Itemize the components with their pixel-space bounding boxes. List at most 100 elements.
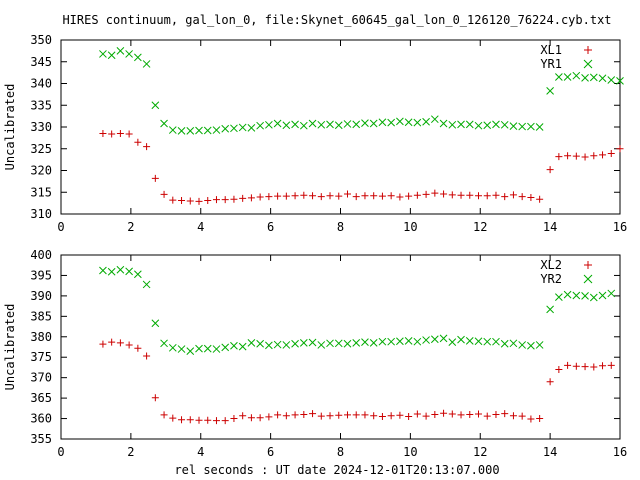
y-tick-label: 310 [30,207,52,221]
data-point [334,121,343,130]
data-point [581,292,589,300]
data-point [527,415,535,423]
data-point [474,337,483,346]
data-point [546,87,554,95]
data-point [475,192,483,200]
x-tick-label: 10 [403,220,417,234]
data-point [291,192,299,200]
data-point [116,265,125,274]
data-point [555,365,563,373]
data-point [186,127,195,135]
data-point [589,293,598,302]
data-point [326,120,334,129]
y-tick-label: 315 [30,185,52,199]
x-tick-label: 6 [267,220,274,234]
data-point [465,337,474,345]
data-point [143,352,151,360]
data-point [564,361,572,369]
data-point [387,192,395,200]
data-point [546,166,554,174]
data-point [536,415,544,423]
data-point [291,120,299,129]
data-point [247,124,256,132]
data-point [448,120,457,129]
x-tick-label: 14 [543,220,557,234]
data-point [335,192,343,200]
x-tick-label: 4 [197,220,204,234]
data-point [221,417,229,425]
data-point [439,334,448,343]
data-point [413,191,421,199]
data-point [212,345,221,353]
data-point [308,119,317,128]
data-point [598,291,607,300]
data-point [555,73,563,81]
data-point [546,378,554,386]
data-point [387,118,396,127]
data-point [160,339,168,348]
data-point [440,409,448,417]
data-point [186,416,194,424]
data-point [536,195,544,203]
data-point [590,152,598,160]
legend-label: XL1 [540,43,562,57]
data-point [555,293,563,301]
data-point [282,121,291,130]
data-point [369,339,378,347]
data-point [300,191,308,199]
data-point [256,339,264,348]
data-point [396,117,404,126]
data-point [535,123,544,131]
data-point [599,151,607,159]
data-point [616,145,624,153]
chart-title: HIRES continuum, gal_lon_0, file:Skynet_… [62,13,611,27]
data-point [448,191,456,199]
legend-marker [583,274,593,284]
data-point [474,121,483,130]
data-point [404,118,413,127]
data-point [134,270,142,279]
legend-label: YR1 [540,57,562,71]
data-point [572,291,581,300]
x-tick-label: 8 [337,445,344,459]
data-point [518,341,527,349]
data-point [352,411,360,419]
data-point [343,120,352,128]
data-point [247,339,256,347]
data-point [378,192,386,200]
data-point [555,153,563,161]
data-point [599,362,607,370]
data-point [317,193,325,201]
data-point [125,341,133,349]
series-XL2 [99,338,615,425]
data-point [378,413,386,421]
y-tick-label: 385 [30,309,52,323]
data-point [483,121,492,130]
data-point [99,50,107,58]
x-tick-label: 4 [197,445,204,459]
data-point [300,410,308,418]
data-point [422,117,430,126]
x-tick-label: 2 [127,445,134,459]
data-point [563,290,572,299]
data-point [256,193,264,201]
data-point [326,412,334,420]
y-tick-label: 345 [30,55,52,69]
x-tick-label: 0 [57,220,64,234]
data-point [457,120,465,129]
data-point [466,410,474,418]
data-point [607,289,616,298]
bottom-panel: 0 2 4 6 8 10 12 14 16 355 360 365 370 375 380 385 390 395… [3,248,627,459]
data-point [589,73,598,82]
data-point [265,120,273,129]
data-point [465,120,474,129]
y-tick-label: 375 [30,350,52,364]
data-point [378,337,387,346]
data-point [501,410,509,418]
data-point [273,340,282,349]
data-point [413,118,422,127]
data-point [99,340,107,348]
data-point [572,362,580,370]
data-point [239,194,247,202]
data-point [247,414,255,422]
